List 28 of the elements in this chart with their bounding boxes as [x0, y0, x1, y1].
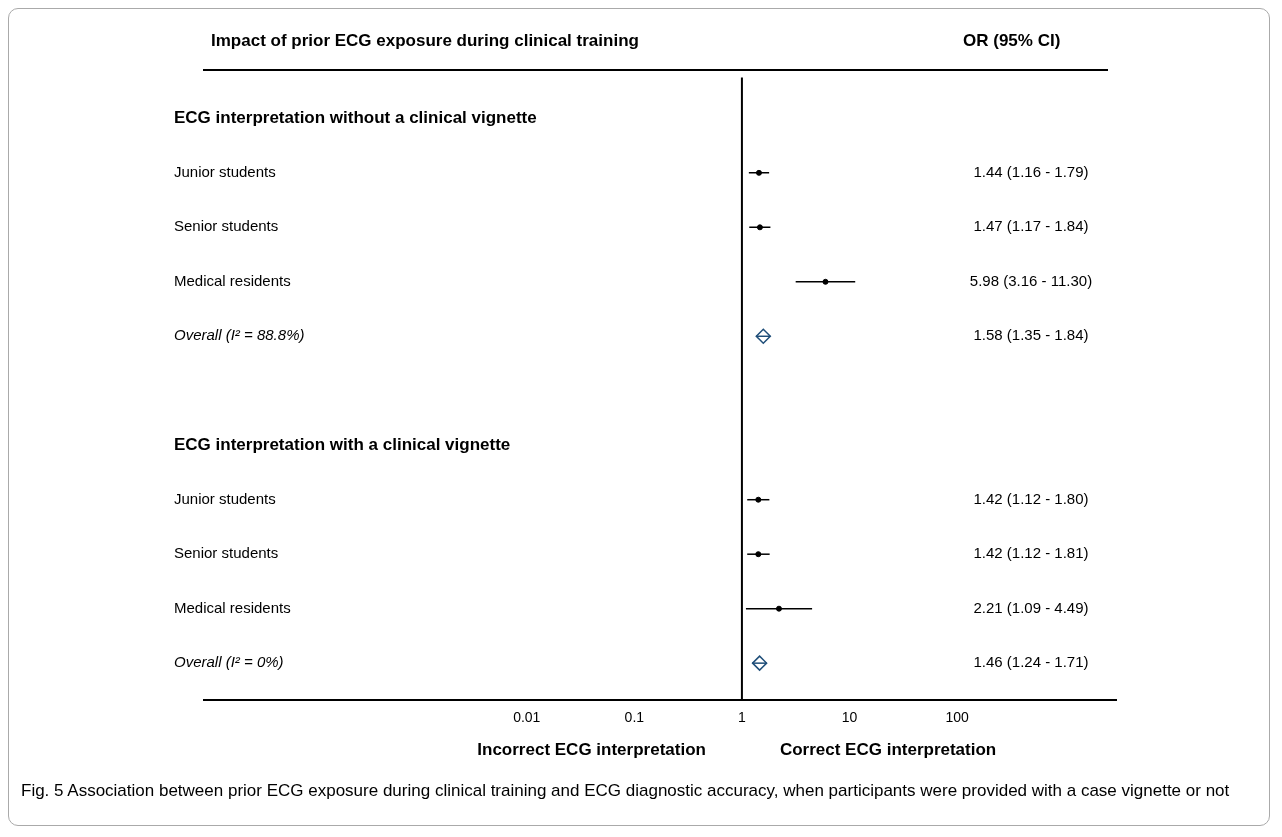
text: Correct ECG interpretation — [779, 739, 997, 759]
x-tick-label: 1 — [738, 709, 747, 726]
text: OR (95% CI) — [963, 31, 1061, 51]
annotation: 1.58 (1.35 - 1.84) — [973, 326, 1089, 344]
x-tick-label: 0.01 — [513, 709, 541, 726]
annotation: 1.44 (1.16 - 1.79) — [973, 162, 1089, 180]
y-tick-label: Medical residents — [174, 271, 291, 289]
y-tick-label: Junior students — [174, 162, 276, 180]
y-tick-label: Junior students — [174, 489, 276, 507]
y-tick-label: Senior students — [174, 544, 279, 562]
annotation: 1.46 (1.24 - 1.71) — [973, 653, 1089, 671]
y-tick-label: Medical residents — [174, 598, 291, 616]
y-tick-label: ECG interpretation without a clinical vignette — [174, 108, 537, 128]
x-tick-label: 0.1 — [624, 709, 645, 726]
annotation: 5.98 (3.16 - 11.30) — [969, 271, 1093, 289]
annotation: 1.47 (1.17 - 1.84) — [973, 217, 1089, 235]
annotation: 1.42 (1.12 - 1.81) — [973, 544, 1089, 562]
y-tick-label: Senior students — [174, 217, 279, 235]
y-tick-label: ECG interpretation with a clinical vignette — [174, 434, 511, 454]
text: Incorrect ECG interpretation — [477, 739, 706, 759]
caption: Fig. 5 Association between prior ECG exposure during clinical training and ECG diagnostic accuracy, when participants were provided with a case vignette or not — [21, 780, 1231, 802]
y-tick-label: Overall (I² = 0%) — [174, 653, 284, 671]
chart-title: Impact of prior ECG exposure during clinical training — [211, 31, 639, 51]
x-tick-label: 100 — [945, 709, 969, 726]
y-tick-label: Overall (I² = 88.8%) — [174, 326, 305, 344]
annotation: 2.21 (1.09 - 4.49) — [973, 598, 1089, 616]
x-tick-label: 10 — [841, 709, 858, 726]
annotation: 1.42 (1.12 - 1.80) — [973, 489, 1089, 507]
